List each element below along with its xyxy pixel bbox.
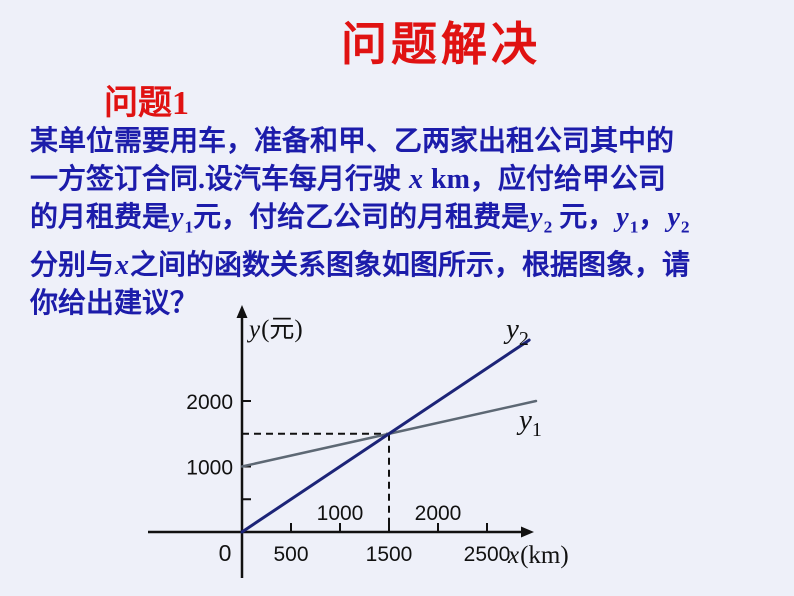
x-axis-title: x(km) bbox=[507, 542, 569, 569]
problem-line: 的月租费是y1元，付给乙公司的月租费是y2 元，y1，y2 bbox=[30, 199, 786, 247]
math-subscript: 2 bbox=[680, 217, 690, 237]
y-tick-label: 1000 bbox=[186, 457, 233, 480]
text-run: 分别与 bbox=[30, 249, 115, 281]
text-run: 的月租费是 bbox=[30, 202, 171, 233]
text-run: 之间的函数关系图象如图所示，根据图象，请 bbox=[130, 249, 691, 281]
text-run: ，应付给甲公司 bbox=[469, 164, 666, 195]
y2-label: y2 bbox=[503, 313, 529, 350]
math-variable: y bbox=[530, 202, 543, 233]
text-run: 某单位需要用车，准备和甲、乙两家出租公司其中的 bbox=[30, 126, 675, 157]
problem-line: 某单位需要用车，准备和甲、乙两家出租公司其中的 bbox=[30, 123, 786, 161]
math-subscript: 1 bbox=[629, 217, 639, 237]
x-tick-label: 2500 bbox=[464, 543, 511, 566]
problem-line: 你给出建议？ bbox=[30, 285, 786, 323]
x-tick-label: 1000 bbox=[317, 502, 364, 525]
origin-label: 0 bbox=[219, 540, 232, 566]
y1-label: y1 bbox=[516, 404, 542, 441]
x-tick-label: 500 bbox=[273, 543, 308, 566]
math-variable: y bbox=[171, 202, 184, 233]
problem-line: 一方签订合同.设汽车每月行驶 x km，应付给甲公司 bbox=[30, 161, 786, 199]
x-tick-label: 1500 bbox=[366, 543, 413, 566]
problem-statement: 某单位需要用车，准备和甲、乙两家出租公司其中的一方签订合同.设汽车每月行驶 x … bbox=[30, 123, 786, 323]
text-run: 一方签订合同.设汽车每月行驶 bbox=[30, 164, 409, 195]
x-axis-arrowhead-icon bbox=[521, 526, 534, 538]
x-tick-label: 2000 bbox=[415, 502, 462, 525]
math-variable: y bbox=[667, 202, 680, 233]
y-tick-label: 2000 bbox=[186, 391, 233, 414]
y2-line bbox=[240, 338, 531, 534]
text-run: 元， bbox=[552, 202, 616, 233]
math-variable: y bbox=[616, 202, 629, 233]
math-subscript: 2 bbox=[543, 217, 553, 237]
math-variable: x bbox=[115, 249, 130, 281]
problem-heading: 问题1 bbox=[104, 85, 189, 122]
math-variable: x bbox=[409, 164, 424, 195]
text-run: km bbox=[431, 164, 470, 195]
math-subscript: 1 bbox=[184, 217, 194, 237]
page-title: 问题解决 bbox=[341, 19, 541, 70]
y-axis-title: y(元) bbox=[246, 316, 303, 343]
text-run: 元，付给乙公司的月租费是 bbox=[193, 202, 530, 233]
problem-line: 分别与x之间的函数关系图象如图所示，根据图象，请 bbox=[30, 247, 786, 285]
text-run: ， bbox=[638, 202, 667, 233]
text-run: 你给出建议？ bbox=[30, 287, 199, 319]
y-axis-arrowhead-icon bbox=[236, 305, 248, 318]
